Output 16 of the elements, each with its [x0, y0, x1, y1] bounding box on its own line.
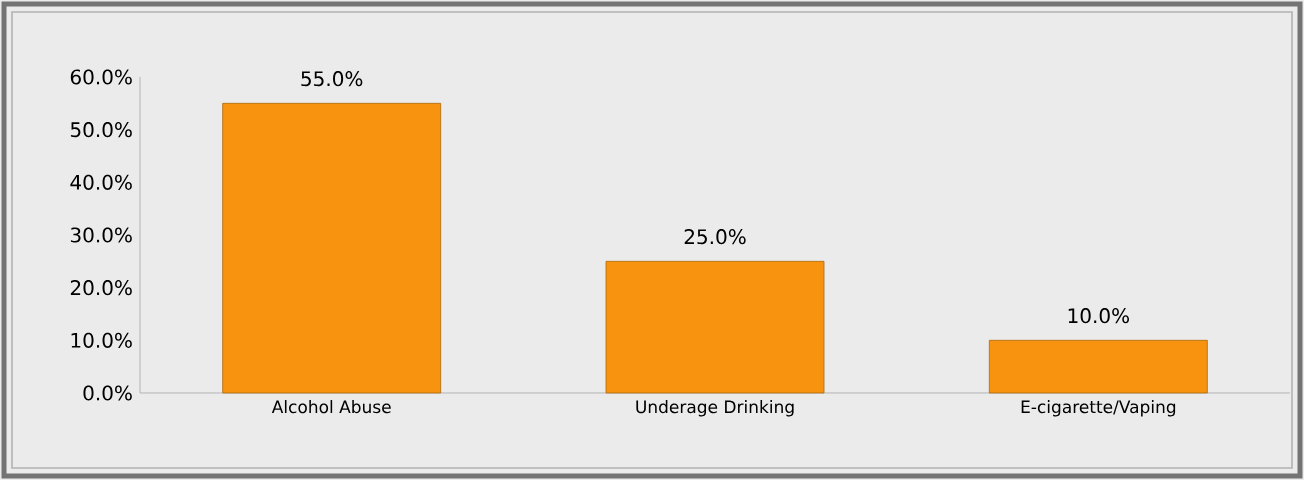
y-tick-label: 60.0%	[70, 69, 132, 85]
data-label: 10.0%	[1068, 308, 1129, 324]
y-tick-label: 30.0%	[70, 227, 132, 243]
x-tick-label: Alcohol Abuse	[271, 400, 391, 414]
y-tick-label: 20.0%	[70, 280, 132, 296]
data-label: 25.0%	[684, 229, 746, 245]
bar	[222, 102, 442, 394]
x-tick-label: E-cigarette/Vaping	[1021, 400, 1176, 417]
x-tick-label: Underage Drinking	[636, 400, 794, 417]
y-tick-label: 10.0%	[71, 332, 132, 348]
y-tick-label: 50.0%	[70, 122, 132, 138]
bar	[988, 339, 1208, 394]
data-label: 55.0%	[301, 71, 363, 87]
y-tick-label: 40.0%	[70, 174, 132, 190]
y-tick-label: 0.0%	[83, 385, 132, 401]
bar	[605, 260, 825, 394]
